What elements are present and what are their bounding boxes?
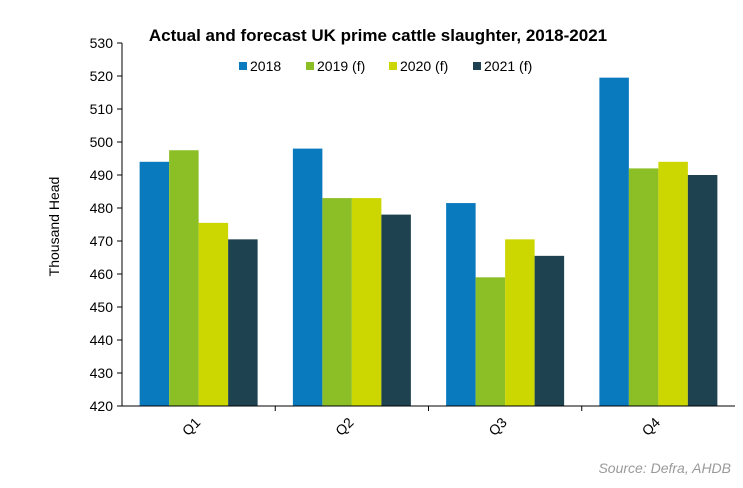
y-tick-label: 510	[90, 101, 114, 117]
bar-q2-4	[381, 214, 411, 406]
legend-label: 2018	[250, 58, 281, 74]
bar-q1-2	[169, 150, 199, 406]
y-axis-label: Thousand Head	[46, 177, 62, 277]
bar-q2-1	[292, 148, 323, 406]
y-tick-label: 460	[90, 266, 114, 282]
x-tick-label: Q4	[639, 414, 664, 439]
y-tick-label: 470	[90, 233, 114, 249]
legend-label: 2019 (f)	[317, 58, 365, 74]
legend-label: 2021 (f)	[484, 58, 532, 74]
x-tick-label: Q1	[179, 414, 204, 439]
bar-q3-3	[505, 239, 535, 406]
source-note: Source: Defra, AHDB	[598, 460, 731, 476]
legend-swatch	[306, 62, 314, 70]
bar-q3-2	[475, 277, 506, 406]
y-tick-label: 520	[90, 68, 114, 84]
legend-label: 2020 (f)	[400, 58, 448, 74]
bar-q4-4	[687, 175, 718, 406]
chart-title: Actual and forecast UK prime cattle slau…	[149, 26, 607, 45]
bar-q4-2	[628, 168, 659, 406]
legend-swatch	[239, 62, 247, 70]
bar-q4-3	[658, 161, 688, 406]
bar-q2-3	[351, 198, 382, 406]
y-tick-label: 480	[90, 200, 114, 216]
legend-swatch	[389, 62, 397, 70]
bar-q3-1	[446, 203, 476, 406]
y-tick-label: 440	[90, 332, 114, 348]
y-axis: 420 430 440 450 460 470 480 490 500 510 520 530	[90, 35, 123, 414]
bars	[139, 77, 718, 407]
bar-q4-1	[599, 77, 629, 407]
x-axis: Q1 Q2 Q3 Q4	[122, 405, 735, 439]
bar-q3-4	[534, 255, 565, 406]
y-tick-label: 530	[90, 35, 114, 51]
bar-q1-1	[139, 161, 170, 406]
bar-q1-4	[228, 239, 258, 406]
y-tick-label: 490	[90, 167, 114, 183]
legend-swatch	[473, 62, 481, 70]
legend: 2018 2019 (f) 2020 (f) 2021 (f)	[239, 58, 532, 74]
y-tick-label: 430	[90, 365, 114, 381]
y-tick-label: 420	[90, 398, 114, 414]
y-tick-label: 450	[90, 299, 114, 315]
bar-q1-3	[198, 222, 229, 406]
bar-q2-2	[322, 198, 352, 406]
x-tick-label: Q2	[332, 414, 357, 439]
y-tick-label: 500	[90, 134, 114, 150]
x-tick-label: Q3	[485, 414, 510, 439]
